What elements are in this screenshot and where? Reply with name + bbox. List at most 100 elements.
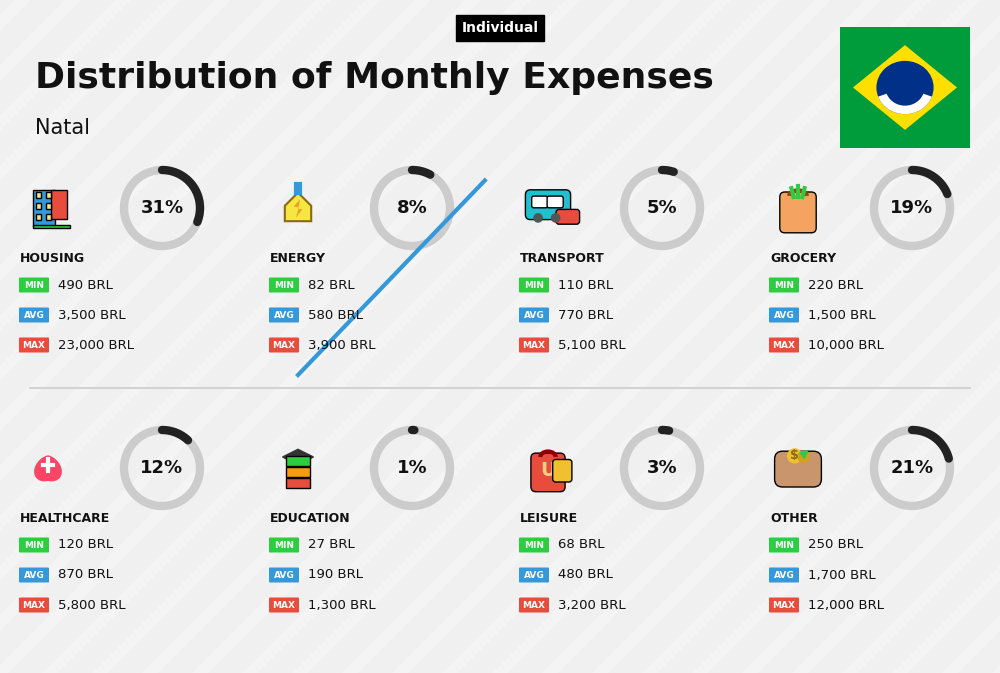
FancyBboxPatch shape	[769, 598, 799, 612]
Text: 5,100 BRL: 5,100 BRL	[558, 339, 626, 351]
Text: HOUSING: HOUSING	[20, 252, 85, 264]
Text: 21%: 21%	[890, 459, 934, 477]
FancyBboxPatch shape	[531, 453, 565, 492]
Text: OTHER: OTHER	[770, 511, 818, 524]
Text: MAX: MAX	[522, 600, 545, 610]
FancyBboxPatch shape	[775, 451, 821, 487]
FancyBboxPatch shape	[269, 538, 299, 553]
Text: 120 BRL: 120 BRL	[58, 538, 113, 551]
Text: 3,200 BRL: 3,200 BRL	[558, 598, 626, 612]
Text: 5%: 5%	[647, 199, 677, 217]
FancyBboxPatch shape	[46, 203, 51, 209]
Text: 31%: 31%	[140, 199, 184, 217]
Text: 1,500 BRL: 1,500 BRL	[808, 308, 876, 322]
Text: 19%: 19%	[890, 199, 934, 217]
FancyBboxPatch shape	[269, 337, 299, 353]
FancyBboxPatch shape	[519, 538, 549, 553]
Text: MIN: MIN	[774, 281, 794, 289]
Text: MAX: MAX	[772, 341, 795, 349]
FancyBboxPatch shape	[553, 460, 572, 482]
FancyBboxPatch shape	[269, 567, 299, 583]
Text: 1%: 1%	[397, 459, 427, 477]
FancyBboxPatch shape	[840, 27, 970, 148]
FancyBboxPatch shape	[769, 277, 799, 293]
Text: 110 BRL: 110 BRL	[558, 279, 613, 291]
Text: MIN: MIN	[524, 281, 544, 289]
FancyBboxPatch shape	[769, 308, 799, 322]
Circle shape	[797, 451, 810, 463]
Text: MAX: MAX	[273, 600, 296, 610]
Text: 27 BRL: 27 BRL	[308, 538, 355, 551]
Text: 3,500 BRL: 3,500 BRL	[58, 308, 126, 322]
FancyBboxPatch shape	[780, 192, 816, 233]
Polygon shape	[35, 456, 61, 481]
Text: 490 BRL: 490 BRL	[58, 279, 113, 291]
Text: GROCERY: GROCERY	[770, 252, 836, 264]
Text: MIN: MIN	[24, 540, 44, 549]
FancyBboxPatch shape	[46, 213, 51, 220]
Text: MIN: MIN	[524, 540, 544, 549]
Text: EDUCATION: EDUCATION	[270, 511, 351, 524]
Text: Individual: Individual	[462, 21, 538, 35]
FancyBboxPatch shape	[269, 308, 299, 322]
Text: 12,000 BRL: 12,000 BRL	[808, 598, 884, 612]
FancyBboxPatch shape	[19, 567, 49, 583]
Polygon shape	[285, 192, 311, 221]
FancyBboxPatch shape	[19, 277, 49, 293]
FancyBboxPatch shape	[547, 196, 563, 208]
Text: 480 BRL: 480 BRL	[558, 569, 613, 581]
FancyBboxPatch shape	[556, 209, 580, 224]
FancyBboxPatch shape	[519, 567, 549, 583]
Text: AVG: AVG	[274, 571, 294, 579]
FancyBboxPatch shape	[33, 190, 55, 225]
Text: 1,700 BRL: 1,700 BRL	[808, 569, 876, 581]
FancyBboxPatch shape	[19, 538, 49, 553]
Text: Natal: Natal	[35, 118, 90, 138]
FancyBboxPatch shape	[36, 203, 41, 209]
Text: 3,900 BRL: 3,900 BRL	[308, 339, 376, 351]
Text: 770 BRL: 770 BRL	[558, 308, 613, 322]
FancyBboxPatch shape	[519, 337, 549, 353]
Text: 82 BRL: 82 BRL	[308, 279, 355, 291]
Text: MIN: MIN	[24, 281, 44, 289]
Text: 580 BRL: 580 BRL	[308, 308, 363, 322]
Text: LEISURE: LEISURE	[520, 511, 578, 524]
Text: MAX: MAX	[273, 341, 296, 349]
Text: MAX: MAX	[23, 341, 46, 349]
Text: 3%: 3%	[647, 459, 677, 477]
FancyBboxPatch shape	[19, 598, 49, 612]
Text: AVG: AVG	[274, 310, 294, 320]
FancyBboxPatch shape	[19, 337, 49, 353]
FancyBboxPatch shape	[269, 277, 299, 293]
Text: AVG: AVG	[24, 310, 44, 320]
FancyBboxPatch shape	[286, 478, 310, 488]
Text: ENERGY: ENERGY	[270, 252, 326, 264]
FancyBboxPatch shape	[286, 456, 310, 466]
Text: 8%: 8%	[397, 199, 427, 217]
FancyBboxPatch shape	[19, 308, 49, 322]
FancyBboxPatch shape	[769, 538, 799, 553]
Circle shape	[787, 448, 802, 464]
Text: MAX: MAX	[23, 600, 46, 610]
Text: 12%: 12%	[140, 459, 184, 477]
Text: 5,800 BRL: 5,800 BRL	[58, 598, 126, 612]
FancyBboxPatch shape	[519, 277, 549, 293]
Text: 190 BRL: 190 BRL	[308, 569, 363, 581]
FancyBboxPatch shape	[36, 192, 41, 198]
Text: MAX: MAX	[772, 600, 795, 610]
FancyBboxPatch shape	[51, 190, 67, 219]
Text: HEALTHCARE: HEALTHCARE	[20, 511, 110, 524]
Text: AVG: AVG	[774, 310, 794, 320]
Circle shape	[533, 213, 543, 223]
FancyBboxPatch shape	[769, 567, 799, 583]
FancyBboxPatch shape	[519, 308, 549, 322]
FancyBboxPatch shape	[519, 598, 549, 612]
Polygon shape	[294, 199, 302, 218]
Text: 10,000 BRL: 10,000 BRL	[808, 339, 884, 351]
Text: MIN: MIN	[274, 281, 294, 289]
Text: 870 BRL: 870 BRL	[58, 569, 113, 581]
Text: 250 BRL: 250 BRL	[808, 538, 863, 551]
Text: TRANSPORT: TRANSPORT	[520, 252, 605, 264]
Text: 220 BRL: 220 BRL	[808, 279, 863, 291]
FancyBboxPatch shape	[46, 192, 51, 198]
